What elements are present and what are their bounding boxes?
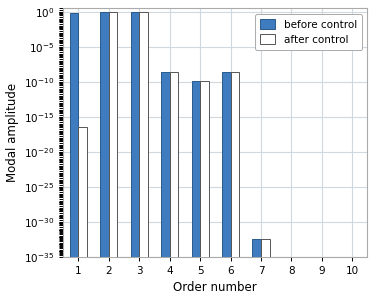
X-axis label: Order number: Order number bbox=[173, 281, 257, 294]
Bar bbox=[70, 13, 78, 257]
Bar bbox=[253, 239, 261, 257]
Bar bbox=[261, 239, 270, 257]
Bar bbox=[161, 72, 170, 257]
Y-axis label: Modal amplitude: Modal amplitude bbox=[6, 83, 19, 182]
Bar bbox=[170, 72, 178, 257]
Bar bbox=[231, 72, 239, 257]
Bar bbox=[140, 12, 148, 257]
Legend: before control, after control: before control, after control bbox=[255, 14, 362, 50]
Bar bbox=[222, 72, 231, 257]
Bar bbox=[192, 81, 200, 257]
Bar bbox=[200, 81, 209, 257]
Bar bbox=[78, 128, 87, 257]
Bar bbox=[109, 12, 117, 257]
Bar bbox=[100, 12, 109, 257]
Bar bbox=[131, 12, 140, 257]
